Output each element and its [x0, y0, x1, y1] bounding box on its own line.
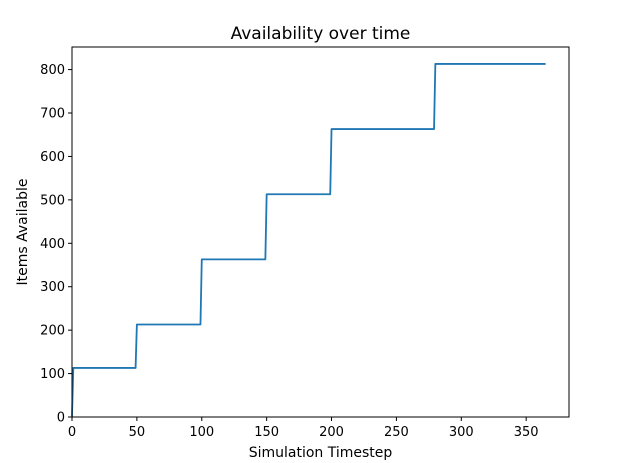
y-tick-label: 100 — [40, 367, 65, 382]
x-tick-label: 350 — [514, 425, 539, 440]
y-tick-label: 700 — [40, 107, 65, 122]
x-tick-label: 50 — [129, 425, 146, 440]
ticks-layer: 0 50 100 150 200 250 300 350 0 100 200 300 400 500 600… — [40, 63, 538, 440]
chart-title: Availability over time — [231, 24, 411, 44]
y-tick-label: 600 — [40, 150, 65, 165]
y-tick-label: 200 — [40, 324, 65, 339]
y-tick-label: 400 — [40, 237, 65, 252]
y-tick-label: 300 — [40, 280, 65, 295]
plot-area-frame — [71, 46, 570, 418]
x-tick-label: 150 — [254, 425, 279, 440]
series-line-0 — [71, 63, 546, 418]
x-tick-label: 200 — [319, 425, 344, 440]
y-tick-label: 500 — [40, 193, 65, 208]
y-tick-label: 800 — [40, 63, 65, 78]
y-axis-label: Items Available — [15, 179, 31, 286]
x-axis-label: Simulation Timestep — [249, 445, 393, 461]
x-tick-label: 300 — [449, 425, 474, 440]
x-tick-label: 0 — [68, 425, 76, 440]
x-tick-label: 100 — [189, 425, 214, 440]
series-layer — [71, 63, 546, 418]
y-tick-label: 0 — [57, 411, 65, 426]
x-tick-label: 250 — [384, 425, 409, 440]
